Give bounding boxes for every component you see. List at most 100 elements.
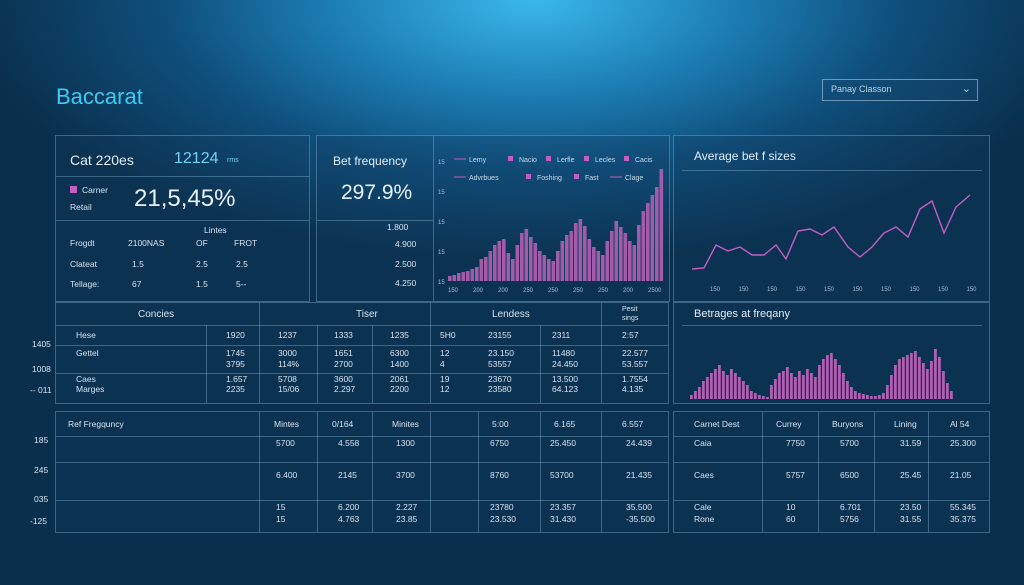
table-cell: 5700 xyxy=(840,438,859,448)
table-cell: 24.450 xyxy=(552,359,578,369)
tick-label: 4.900 xyxy=(395,239,417,249)
group-header: Concies xyxy=(138,309,175,320)
table-cell: 2.297 xyxy=(334,384,356,394)
table-cell: Hese xyxy=(76,330,96,340)
bar xyxy=(802,375,805,399)
x-tick-label: 150 xyxy=(967,287,978,293)
stats-title-unit: rms xyxy=(227,157,239,164)
bar xyxy=(484,257,488,281)
stats-col-header: Lintes xyxy=(204,225,227,235)
table-cell: 4.135 xyxy=(622,384,644,394)
table-cell: 13.500 xyxy=(552,374,578,384)
table-title: Ref Fregquncy xyxy=(68,419,124,429)
bar xyxy=(488,251,493,281)
bar xyxy=(628,241,632,281)
table-cell: Minites xyxy=(392,419,419,429)
bar xyxy=(475,267,479,281)
bar xyxy=(874,396,877,399)
table-cell: 35.500 xyxy=(626,502,652,512)
bar xyxy=(533,243,538,281)
bar xyxy=(866,395,869,399)
table-cell: 3000 xyxy=(278,348,297,358)
bar xyxy=(942,371,945,399)
table-cell: 23780 xyxy=(490,502,514,512)
legend-label: Cacis xyxy=(635,157,653,164)
bar xyxy=(774,379,777,399)
bar xyxy=(734,373,737,399)
bar xyxy=(790,373,793,399)
bar xyxy=(738,377,741,399)
chevron-down-icon: ⌄ xyxy=(961,83,971,95)
x-tick-label: 150 xyxy=(824,287,835,293)
bar xyxy=(814,377,817,399)
stats-cell: 1.5 xyxy=(196,279,208,289)
bar xyxy=(560,241,565,281)
view-dropdown[interactable]: Panay Classon ⌄ xyxy=(822,79,978,101)
app-title: Baccarat xyxy=(56,84,143,109)
x-tick-label: 150 xyxy=(448,288,459,294)
bar xyxy=(778,373,781,399)
table-cell: Gettel xyxy=(76,348,99,358)
average-bet-title: Average bet f sizes xyxy=(694,149,796,163)
table-cell: 5700 xyxy=(276,438,295,448)
table-cell: 114% xyxy=(278,359,300,369)
table-cell: 1237 xyxy=(278,330,297,340)
table-cell: Currey xyxy=(776,419,802,429)
bar xyxy=(746,385,749,399)
bar xyxy=(565,235,569,281)
bet-frequency-panel: Bet frequency 297.9% 1.800 4.900 2.500 4… xyxy=(316,135,670,302)
legend-swatch xyxy=(584,156,589,161)
x-tick-label: 150 xyxy=(853,287,864,293)
bar xyxy=(601,255,605,281)
table-cell: 31.55 xyxy=(900,514,922,524)
bar xyxy=(894,365,897,399)
table-cell: 21.435 xyxy=(626,470,652,480)
table-cell: 5708 xyxy=(278,374,297,384)
bar xyxy=(511,259,515,281)
bar xyxy=(754,393,757,399)
bar xyxy=(698,387,701,399)
bar xyxy=(770,385,773,399)
table-cell: 6.165 xyxy=(554,419,576,429)
bar xyxy=(502,239,506,281)
legend-swatch xyxy=(546,156,551,161)
bar xyxy=(592,247,596,281)
table-cell: 53700 xyxy=(550,470,574,480)
bar xyxy=(448,276,452,281)
bar xyxy=(786,367,789,399)
x-tick-label: 150 xyxy=(881,287,892,293)
y-tick-label: 15 xyxy=(438,220,445,226)
bar xyxy=(926,369,929,399)
table-cell: 64.123 xyxy=(552,384,578,394)
bar xyxy=(650,195,655,281)
table-cell: Mintes xyxy=(274,419,300,429)
axis-label: 035 xyxy=(34,494,49,504)
legend-label: Nacio xyxy=(519,157,537,164)
stats-header-2: OF xyxy=(196,238,208,248)
bar xyxy=(858,393,861,399)
table-cell: 2235 xyxy=(226,384,245,394)
bar xyxy=(750,391,753,399)
bar xyxy=(632,245,637,281)
table-cell: 2700 xyxy=(334,359,353,369)
tick-label: 1.800 xyxy=(387,222,409,232)
table-cell: 2.227 xyxy=(396,502,418,512)
tick-label: 4.250 xyxy=(395,278,417,288)
bar xyxy=(810,373,813,399)
bar xyxy=(702,381,705,399)
bar xyxy=(882,393,885,399)
bar xyxy=(470,269,475,281)
bar xyxy=(542,255,547,281)
bar xyxy=(818,365,821,399)
y-tick-label: 15 xyxy=(438,280,445,286)
table-cell: 60 xyxy=(786,514,796,524)
bar xyxy=(854,391,857,399)
y-tick-label: 15 xyxy=(438,160,445,166)
table-cell: 6300 xyxy=(390,348,409,358)
average-bet-panel: Average bet f sizes 150 150 150 150 150 150 15… xyxy=(673,135,990,302)
bar xyxy=(655,187,659,281)
x-tick-label: 200 xyxy=(498,288,509,294)
legend-label: Advrbues xyxy=(469,175,499,182)
bar xyxy=(710,373,713,399)
table-cell: Rone xyxy=(694,514,715,524)
